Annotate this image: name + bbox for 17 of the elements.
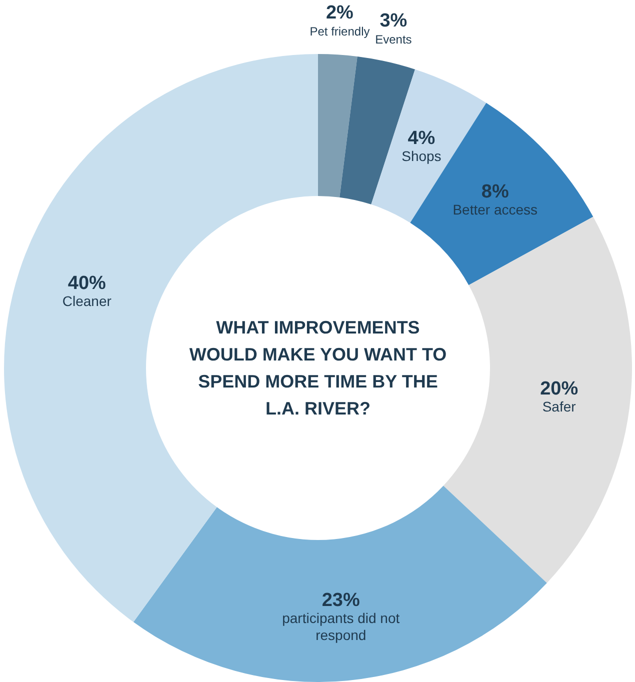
slice-label: Shops	[402, 148, 442, 164]
data-label: 8%	[481, 182, 509, 203]
slice-label: Events	[375, 32, 412, 46]
data-label: 23%	[322, 590, 360, 611]
data-label: 3%	[380, 10, 408, 32]
slice-label: Pet friendly	[310, 24, 370, 39]
slice-label: Cleaner	[62, 292, 112, 309]
data-label: 20%	[540, 378, 578, 400]
slice-label: Better access	[452, 202, 538, 218]
donut-slice	[318, 54, 358, 198]
data-label: 4%	[408, 128, 436, 150]
data-label: 2%	[326, 2, 354, 24]
data-label: 40%	[68, 272, 106, 294]
slice-label: participants did not respond	[282, 610, 400, 643]
slice-label: Safer	[542, 398, 576, 414]
text: WHAT IMPROVEMENTS WOULD MAKE YOU WANT TO SPEND MORE TIME BY THE L.A. RIVER?	[189, 318, 447, 418]
donut-slice	[133, 486, 547, 682]
